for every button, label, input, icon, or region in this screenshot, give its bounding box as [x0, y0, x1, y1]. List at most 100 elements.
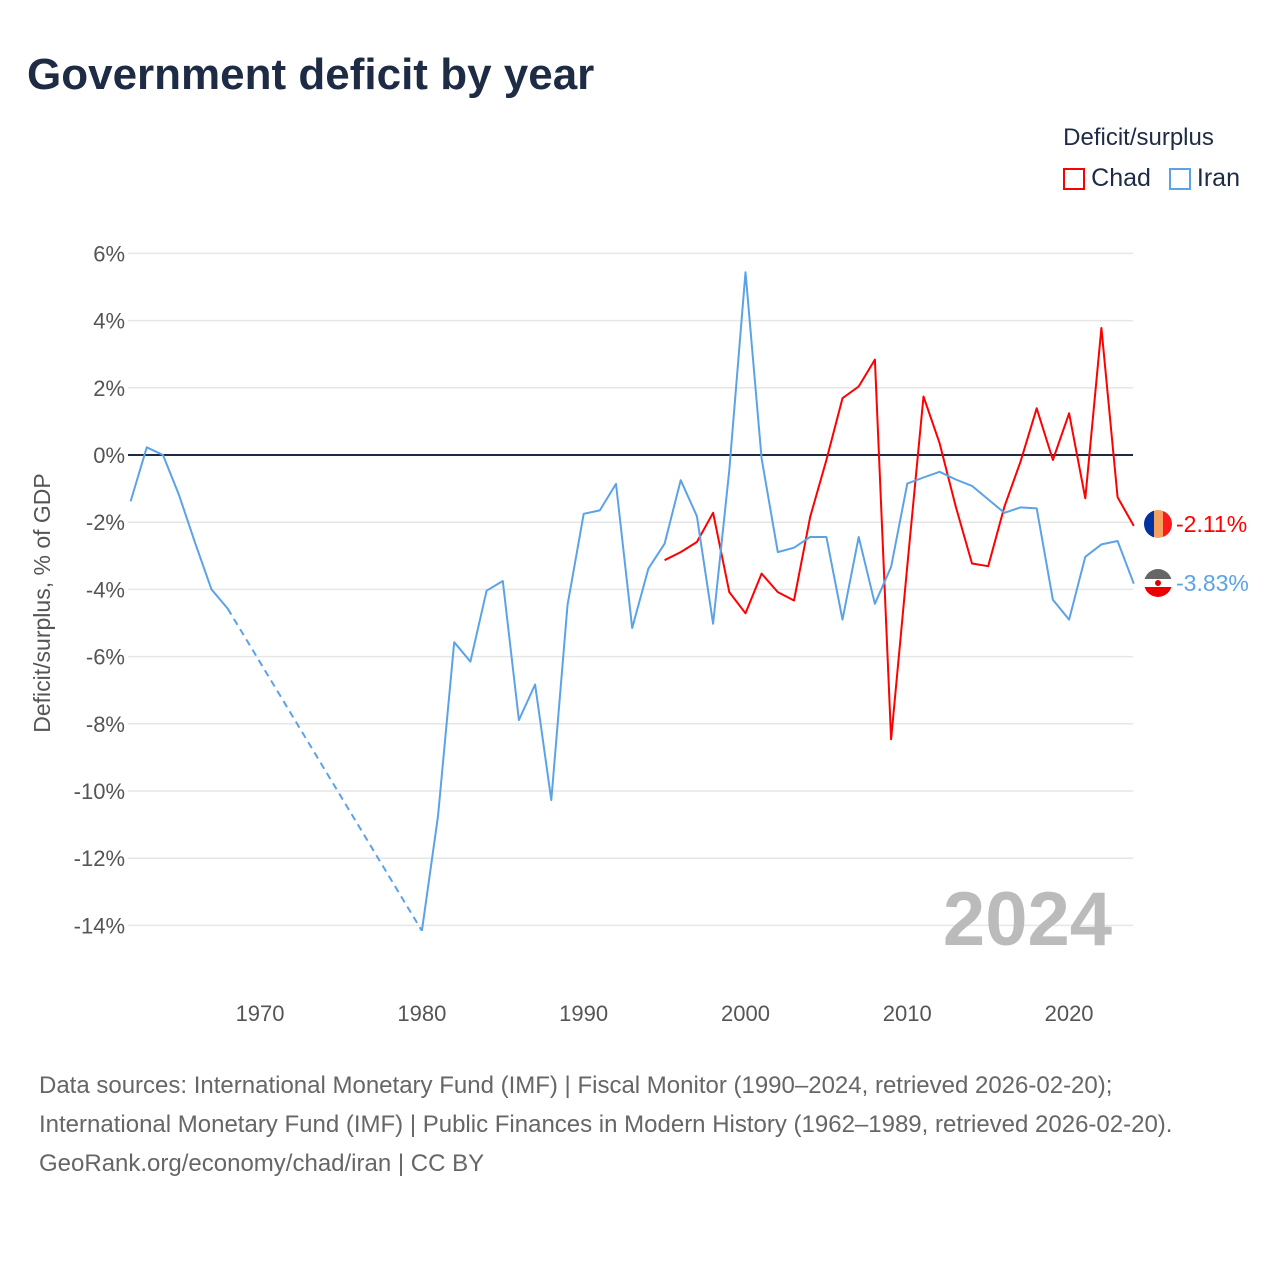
chad-data-point[interactable]	[855, 382, 863, 390]
chad-data-point[interactable]	[1033, 404, 1041, 412]
chad-data-point[interactable]	[725, 588, 733, 596]
iran-data-point[interactable]	[1000, 509, 1008, 517]
iran-data-point[interactable]	[1017, 503, 1025, 511]
iran-data-point[interactable]	[580, 510, 588, 518]
iran-data-point[interactable]	[515, 716, 523, 724]
iran-data-point[interactable]	[952, 476, 960, 484]
iran-data-point[interactable]	[741, 268, 749, 276]
iran-data-point[interactable]	[466, 658, 474, 666]
iran-data-point[interactable]	[191, 539, 199, 547]
iran-data-point[interactable]	[693, 512, 701, 520]
iran-data-point[interactable]	[839, 616, 847, 624]
iran-data-point[interactable]	[936, 468, 944, 476]
chad-data-point[interactable]	[839, 394, 847, 402]
chad-data-point[interactable]	[968, 560, 976, 568]
iran-data-point[interactable]	[531, 680, 539, 688]
y-tick-label: -8%	[86, 712, 125, 737]
chad-flag-icon	[1144, 510, 1172, 538]
iran-data-point[interactable]	[1065, 616, 1073, 624]
chad-data-point[interactable]	[1114, 493, 1122, 501]
iran-data-point[interactable]	[806, 533, 814, 541]
chad-data-point[interactable]	[936, 439, 944, 447]
x-tick-label: 2020	[1045, 1001, 1094, 1026]
iran-data-point[interactable]	[483, 587, 491, 595]
chad-data-point[interactable]	[887, 735, 895, 743]
iran-data-point[interactable]	[1081, 553, 1089, 561]
iran-end-label: -3.83%	[1176, 570, 1249, 596]
iran-gap-line	[226, 608, 423, 932]
iran-data-point[interactable]	[661, 540, 669, 548]
iran-data-point[interactable]	[1114, 537, 1122, 545]
iran-data-point[interactable]	[887, 563, 895, 571]
iran-data-point[interactable]	[1097, 540, 1105, 548]
chad-data-point[interactable]	[1097, 324, 1105, 332]
iran-data-point[interactable]	[871, 600, 879, 608]
iran-data-point[interactable]	[790, 544, 798, 552]
legend-title: Deficit/surplus	[1063, 124, 1214, 151]
iran-data-point[interactable]	[224, 605, 232, 613]
iran-data-point[interactable]	[450, 638, 458, 646]
iran-data-point[interactable]	[677, 476, 685, 484]
chad-data-point[interactable]	[677, 548, 685, 556]
x-tick-label: 1990	[559, 1001, 608, 1026]
iran-data-point[interactable]	[725, 466, 733, 474]
iran-data-point[interactable]	[159, 451, 167, 459]
chad-data-point[interactable]	[790, 596, 798, 604]
iran-data-point[interactable]	[1033, 504, 1041, 512]
year-watermark: 2024	[943, 877, 1112, 962]
chad-data-point[interactable]	[1049, 456, 1057, 464]
legend-item-iran[interactable]: Iran	[1168, 164, 1240, 193]
chad-data-point[interactable]	[741, 609, 749, 617]
iran-data-point[interactable]	[855, 533, 863, 541]
iran-data-point[interactable]	[418, 927, 426, 935]
iran-data-point[interactable]	[143, 443, 151, 451]
chad-data-point[interactable]	[758, 570, 766, 578]
iran-data-point[interactable]	[628, 624, 636, 632]
credit-link[interactable]: GeoRank.org/economy/chad/iran | CC BY	[39, 1150, 485, 1177]
iran-data-point[interactable]	[547, 796, 555, 804]
legend-item-chad[interactable]: Chad	[1063, 164, 1151, 193]
chad-data-point[interactable]	[903, 562, 911, 570]
iran-data-point[interactable]	[208, 585, 216, 593]
iran-data-point[interactable]	[984, 495, 992, 503]
iran-data-point[interactable]	[758, 454, 766, 462]
data-sources: Data sources: International Monetary Fun…	[39, 1072, 1173, 1138]
iran-data-point[interactable]	[709, 620, 717, 628]
iran-data-point[interactable]	[968, 482, 976, 490]
iran-data-point[interactable]	[919, 474, 927, 482]
chad-data-point[interactable]	[1065, 409, 1073, 417]
iran-data-point[interactable]	[127, 497, 135, 505]
iran-data-point[interactable]	[1130, 580, 1138, 588]
line-chart: 6% 4% 2% 0% -2% -4% -6% -8% -10% -12% -14% 1970 1980…	[29, 241, 1249, 1026]
iran-data-point[interactable]	[596, 506, 604, 514]
chad-data-point[interactable]	[919, 393, 927, 401]
iran-data-point[interactable]	[822, 533, 830, 541]
x-tick-label: 1970	[236, 1001, 285, 1026]
chad-data-point[interactable]	[952, 503, 960, 511]
chad-data-point[interactable]	[1081, 494, 1089, 502]
iran-data-point[interactable]	[499, 577, 507, 585]
iran-data-point[interactable]	[434, 812, 442, 820]
chad-data-point[interactable]	[1130, 522, 1138, 530]
chad-data-point[interactable]	[1017, 458, 1025, 466]
chad-data-point[interactable]	[661, 556, 669, 564]
chad-end-label: -2.11%	[1176, 511, 1247, 537]
chad-data-point[interactable]	[984, 562, 992, 570]
chad-data-point[interactable]	[709, 509, 717, 517]
iran-data-point[interactable]	[612, 480, 620, 488]
iran-data-point[interactable]	[903, 480, 911, 488]
iran-data-point[interactable]	[1049, 596, 1057, 604]
legend-label-iran: Iran	[1196, 164, 1240, 192]
footer: Data sources: International Monetary Fun…	[39, 1066, 1239, 1183]
chad-data-point[interactable]	[822, 456, 830, 464]
iran-data-point[interactable]	[563, 601, 571, 609]
chad-data-point[interactable]	[806, 513, 814, 521]
x-tick-label: 2010	[883, 1001, 932, 1026]
y-tick-label: 4%	[93, 309, 125, 334]
chad-data-point[interactable]	[774, 588, 782, 596]
chad-data-point[interactable]	[871, 356, 879, 364]
iran-data-point[interactable]	[644, 565, 652, 573]
x-tick-label: 1980	[397, 1001, 446, 1026]
iran-data-point[interactable]	[774, 548, 782, 556]
iran-data-point[interactable]	[175, 491, 183, 499]
